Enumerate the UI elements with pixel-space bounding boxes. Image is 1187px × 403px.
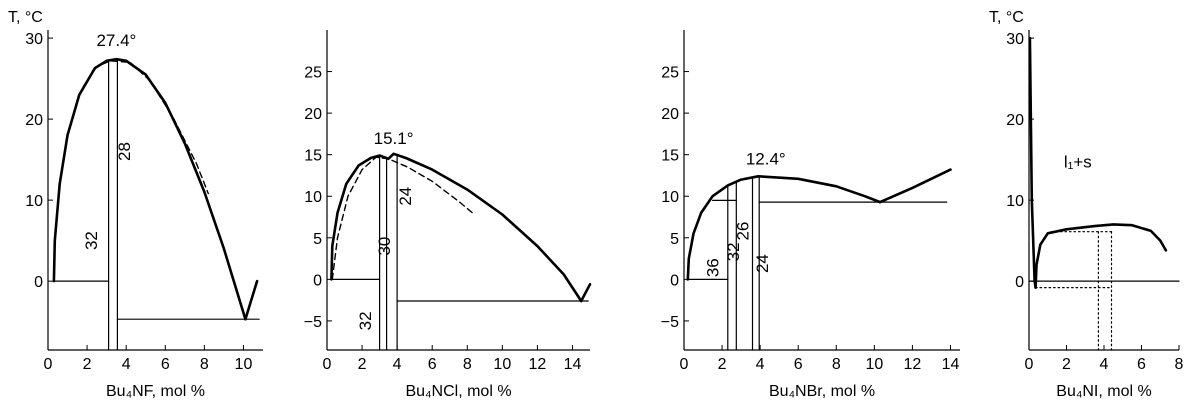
x-tick-label: 4 — [1100, 356, 1109, 373]
x-tick-label: 2 — [83, 356, 92, 373]
panel-4: 0 2 4 6 8 0 10 20 30 T, °C Bu₄NI, mol % l₁+s — [989, 9, 1184, 400]
y-tick-label: 5 — [670, 231, 679, 248]
y-tick-label: 0 — [1015, 274, 1024, 291]
x-tick-label: 6 — [161, 356, 170, 373]
x-tick-label: 12 — [529, 356, 547, 373]
y-tick-label: 0 — [670, 272, 679, 289]
x-tick-label: 2 — [358, 356, 367, 373]
liquidus-curve — [1028, 36, 1037, 289]
y-tick-label: −5 — [304, 314, 322, 331]
annotation-label: 24 — [396, 187, 415, 206]
y-tick-label: 10 — [25, 193, 43, 210]
x-axis-label: Bu₄NI, mol % — [1056, 383, 1151, 400]
y-axis-label: T, °C — [989, 9, 1024, 26]
y-tick-label: 20 — [1006, 112, 1024, 129]
x-tick-label: 6 — [1137, 356, 1146, 373]
y-tick-label: 25 — [304, 65, 322, 82]
liquidus-curve — [52, 57, 247, 321]
x-axis-label: Bu₄NF, mol % — [106, 383, 205, 400]
y-tick-label: 20 — [661, 106, 679, 123]
y-tick-label: 0 — [313, 272, 322, 289]
x-tick-label: 10 — [235, 356, 253, 373]
y-tick-label: 15 — [304, 148, 322, 165]
annotation-label: 30 — [375, 237, 394, 256]
x-tick-label: 0 — [44, 356, 53, 373]
liquidus-curve — [686, 175, 882, 281]
y-tick-label: 20 — [304, 106, 322, 123]
dashed-curve — [82, 60, 209, 195]
x-tick-label: 8 — [1175, 356, 1184, 373]
liquidus-curve — [244, 279, 259, 321]
y-tick-label: 30 — [1006, 31, 1024, 48]
x-tick-label: 14 — [564, 356, 582, 373]
annotation-label: 36 — [703, 258, 722, 277]
panel-1: 0 2 4 6 8 10 0 10 20 30 T, °C Bu₄NF, mol % 27.4° 28 32 — [8, 9, 263, 400]
x-tick-label: 4 — [393, 356, 402, 373]
annotation-label: 12.4° — [746, 150, 786, 169]
dashed-curve — [331, 156, 474, 281]
x-tick-label: 14 — [942, 356, 960, 373]
liquidus-curve — [330, 152, 583, 303]
x-axis-label: Bu₄NCl, mol % — [405, 383, 511, 400]
y-axis-label: T, °C — [8, 9, 43, 26]
x-tick-label: 8 — [832, 356, 841, 373]
x-tick-label: 6 — [794, 356, 803, 373]
y-tick-label: −5 — [661, 314, 679, 331]
x-tick-label: 4 — [122, 356, 131, 373]
y-tick-label: 10 — [304, 189, 322, 206]
annotation-label: 32 — [724, 242, 743, 261]
x-tick-label: 0 — [323, 356, 332, 373]
y-tick-label: 10 — [661, 189, 679, 206]
annotation-label: 32 — [356, 311, 375, 330]
liquidus-curve — [878, 168, 952, 204]
annotation-label: 24 — [753, 254, 772, 273]
annotation-label: 32 — [82, 231, 101, 250]
annotation-label: 15.1° — [374, 129, 414, 148]
x-tick-label: 10 — [865, 356, 883, 373]
annotation-label: 26 — [734, 222, 753, 241]
x-tick-label: 2 — [718, 356, 727, 373]
annotation-label: 28 — [115, 142, 134, 161]
liquidus-curve — [579, 283, 592, 303]
x-tick-label: 8 — [200, 356, 209, 373]
annotation-label: 27.4° — [96, 31, 136, 50]
y-tick-label: 25 — [661, 65, 679, 82]
y-tick-label: 10 — [1006, 193, 1024, 210]
x-tick-label: 8 — [463, 356, 472, 373]
liquidus-curve — [1034, 223, 1168, 289]
x-tick-label: 4 — [756, 356, 765, 373]
x-tick-label: 0 — [680, 356, 689, 373]
y-tick-label: 15 — [661, 148, 679, 165]
y-tick-label: 20 — [25, 112, 43, 129]
x-tick-label: 6 — [428, 356, 437, 373]
y-tick-label: 0 — [34, 274, 43, 291]
annotation-label: l₁+s — [1064, 153, 1092, 172]
y-tick-label: 30 — [25, 31, 43, 48]
y-tick-label: 5 — [313, 231, 322, 248]
x-tick-label: 12 — [904, 356, 922, 373]
x-tick-label: 2 — [1062, 356, 1071, 373]
x-tick-label: 10 — [493, 356, 511, 373]
x-tick-label: 0 — [1025, 356, 1034, 373]
x-axis-label: Bu₄NBr, mol % — [769, 383, 875, 400]
